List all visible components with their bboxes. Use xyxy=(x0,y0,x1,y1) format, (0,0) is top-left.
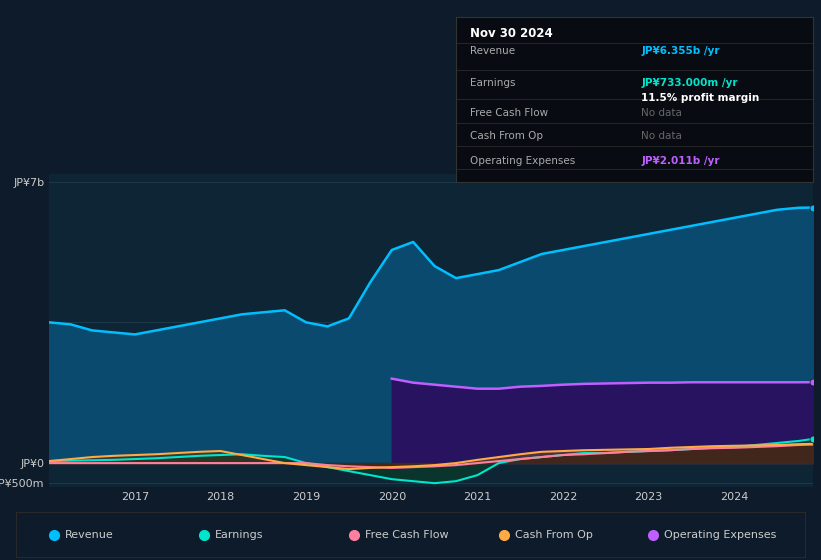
Text: 11.5% profit margin: 11.5% profit margin xyxy=(641,93,759,102)
Text: Earnings: Earnings xyxy=(215,530,264,540)
Text: No data: No data xyxy=(641,108,682,118)
Text: Cash From Op: Cash From Op xyxy=(515,530,593,540)
Text: Nov 30 2024: Nov 30 2024 xyxy=(470,27,553,40)
Text: JP¥2.011b /yr: JP¥2.011b /yr xyxy=(641,156,720,166)
Text: Operating Expenses: Operating Expenses xyxy=(664,530,777,540)
Text: Free Cash Flow: Free Cash Flow xyxy=(470,108,548,118)
Text: Operating Expenses: Operating Expenses xyxy=(470,156,576,166)
Text: No data: No data xyxy=(641,130,682,141)
Text: Free Cash Flow: Free Cash Flow xyxy=(365,530,448,540)
Text: Revenue: Revenue xyxy=(470,46,515,57)
Text: Cash From Op: Cash From Op xyxy=(470,130,543,141)
Text: Revenue: Revenue xyxy=(66,530,114,540)
Text: JP¥733.000m /yr: JP¥733.000m /yr xyxy=(641,78,738,88)
Text: JP¥6.355b /yr: JP¥6.355b /yr xyxy=(641,46,720,57)
Text: Earnings: Earnings xyxy=(470,78,516,88)
